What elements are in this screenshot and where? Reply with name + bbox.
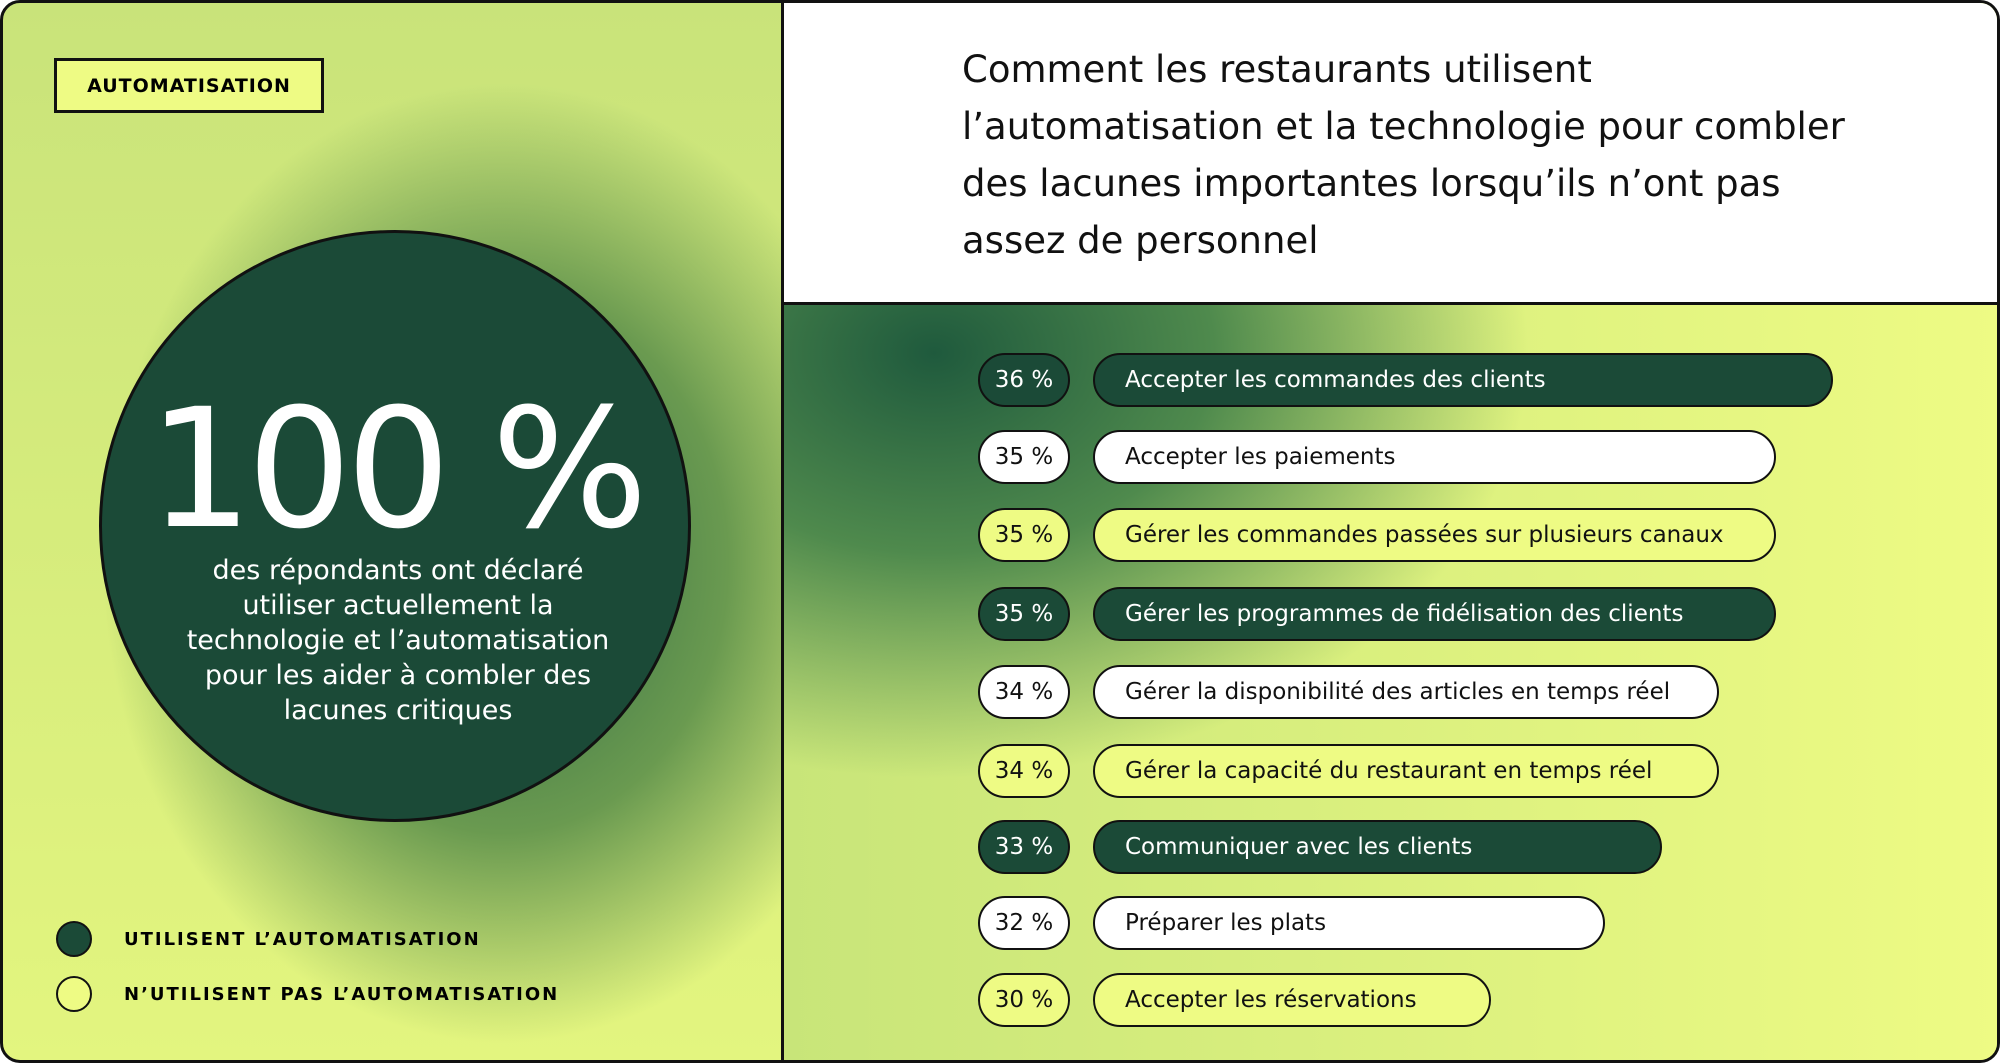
value-label: 32 % bbox=[994, 910, 1054, 936]
chart-title: Comment les restaurants utilisent l’auto… bbox=[962, 48, 1845, 262]
category-label: Gérer la capacité du restaurant en temps… bbox=[1125, 758, 1653, 784]
value-label: 34 % bbox=[994, 758, 1054, 784]
legend-swatch bbox=[56, 921, 92, 957]
bar: Gérer les programmes de fidélisation des… bbox=[1093, 587, 1777, 641]
bar: Gérer la capacité du restaurant en temps… bbox=[1093, 744, 1720, 798]
value-label: 33 % bbox=[994, 834, 1054, 860]
legend-label: UTILISENT L’AUTOMATISATION bbox=[124, 928, 481, 950]
value-pill: 30 % bbox=[978, 973, 1070, 1027]
bar: Préparer les plats bbox=[1093, 896, 1606, 950]
category-label: Gérer les programmes de fidélisation des… bbox=[1125, 601, 1684, 627]
legend-item: N’UTILISENT PAS L’AUTOMATISATION bbox=[56, 976, 559, 1012]
stat-figure: 100 % bbox=[147, 373, 648, 565]
value-pill: 34 % bbox=[978, 744, 1070, 798]
value-pill: 35 % bbox=[978, 430, 1070, 484]
value-pill: 33 % bbox=[978, 820, 1070, 874]
legend-swatch bbox=[56, 976, 92, 1012]
value-label: 35 % bbox=[994, 444, 1054, 470]
value-pill: 35 % bbox=[978, 587, 1070, 641]
value-label: 30 % bbox=[994, 987, 1054, 1013]
bar: Gérer les commandes passées sur plusieur… bbox=[1093, 508, 1777, 562]
value-pill: 35 % bbox=[978, 508, 1070, 562]
legend-item: UTILISENT L’AUTOMATISATION bbox=[56, 921, 481, 957]
bar: Accepter les paiements bbox=[1093, 430, 1777, 484]
bar: Accepter les commandes des clients bbox=[1093, 353, 1833, 407]
category-label: Communiquer avec les clients bbox=[1125, 834, 1473, 860]
value-label: 36 % bbox=[994, 367, 1054, 393]
category-label: Préparer les plats bbox=[1125, 910, 1327, 936]
bar: Accepter les réservations bbox=[1093, 973, 1492, 1027]
bar: Gérer la disponibilité des articles en t… bbox=[1093, 665, 1720, 719]
stat-text: des répondants ont déclaré utiliser actu… bbox=[186, 555, 610, 726]
bar: Communiquer avec les clients bbox=[1093, 820, 1663, 874]
header: Comment les restaurants utilisent l’auto… bbox=[784, 3, 1997, 305]
category-label: Gérer les commandes passées sur plusieur… bbox=[1125, 522, 1724, 548]
legend-label: N’UTILISENT PAS L’AUTOMATISATION bbox=[124, 983, 560, 1005]
category-label: Gérer la disponibilité des articles en t… bbox=[1125, 679, 1671, 705]
category-label: Accepter les paiements bbox=[1125, 444, 1396, 470]
value-pill: 36 % bbox=[978, 353, 1070, 407]
value-label: 34 % bbox=[994, 679, 1054, 705]
chart-panel: Comment les restaurants utilisent l’auto… bbox=[781, 3, 1997, 1060]
value-pill: 34 % bbox=[978, 665, 1070, 719]
value-label: 35 % bbox=[994, 601, 1054, 627]
category-label: Accepter les réservations bbox=[1125, 987, 1417, 1013]
value-pill: 32 % bbox=[978, 896, 1070, 950]
stat-circle bbox=[99, 230, 691, 822]
category-label: Accepter les commandes des clients bbox=[1125, 367, 1546, 393]
tag: AUTOMATISATION bbox=[54, 58, 324, 113]
value-label: 35 % bbox=[994, 522, 1054, 548]
